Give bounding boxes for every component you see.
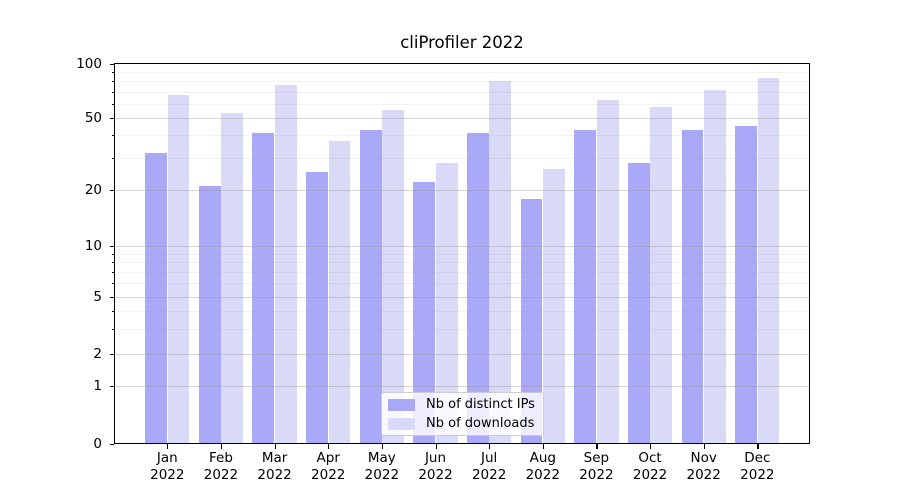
bar-distinct-ips-jan [145,152,167,443]
bar-distinct-ips-may [359,129,382,443]
bar-distinct-ips-aug [520,198,543,443]
y-tick-label: 20 [84,182,102,198]
bar-downloads-aug [543,169,565,443]
legend-label-downloads: Nb of downloads [426,416,535,431]
bar-distinct-ips-feb [198,186,221,443]
x-tick-label-oct: Oct 2022 [632,450,668,483]
y-minor-tick [111,310,114,312]
y-major-tick [109,444,114,446]
chart-title: cliProfiler 2022 [400,33,524,52]
x-tick-jan [167,444,169,449]
bar-downloads-dec [757,78,780,443]
y-minor-tick [111,81,114,83]
y-tick-label: 2 [93,346,102,362]
x-tick-label-jul: Jul 2022 [471,450,507,483]
x-tick-label-aug: Aug 2022 [525,450,560,483]
bar-distinct-ips-sep [574,129,597,443]
y-minor-tick [111,328,114,330]
y-major-tick [109,190,114,192]
x-tick-aug [542,444,544,449]
x-tick-feb [220,444,223,449]
y-minor-tick [111,262,114,264]
y-tick-label: 50 [84,109,102,126]
y-minor-tick [111,157,114,160]
bar-distinct-ips-nov [681,129,704,443]
x-tick-apr [328,444,330,449]
bar-distinct-ips-dec [735,125,758,443]
y-major-tick [109,386,114,388]
y-tick-label: 10 [84,238,102,254]
bar-distinct-ips-mar [252,133,275,443]
x-tick-label-feb: Feb 2022 [203,450,239,483]
y-major-tick [109,296,114,298]
legend-swatch-downloads [388,417,415,430]
bar-downloads-mar [274,85,297,443]
y-minor-tick [111,135,114,137]
bar-downloads-jun [435,163,458,443]
x-tick-nov [703,444,705,449]
minor-gridline [115,72,809,74]
y-major-tick [109,64,114,66]
y-minor-tick [111,283,114,285]
legend-item-downloads: Nb of downloads [382,416,543,431]
bar-downloads-feb [221,113,244,443]
legend-item-distinct-ips: Nb of distinct IPs [382,397,543,412]
y-minor-tick [111,272,114,274]
y-tick-label: 100 [76,56,102,72]
x-tick-label-mar: Mar 2022 [257,450,292,483]
x-tick-label-dec: Dec 2022 [740,450,775,483]
y-minor-tick [111,103,114,105]
x-tick-jul [489,444,491,449]
x-tick-jun [435,444,437,449]
x-tick-label-sep: Sep 2022 [579,450,614,483]
legend: Nb of distinct IPs Nb of downloads [381,392,544,436]
x-tick-label-jan: Jan 2022 [150,450,185,483]
x-tick-label-apr: Apr 2022 [311,450,346,483]
y-major-tick [109,117,114,119]
bar-distinct-ips-oct [627,163,650,443]
x-tick-label-may: May 2022 [364,450,400,483]
x-tick-label-jun: Jun 2022 [418,450,453,483]
plot-inner [115,64,809,443]
legend-label-distinct-ips: Nb of distinct IPs [426,397,535,412]
bar-downloads-sep [596,99,619,443]
x-tick-may [381,444,384,449]
x-tick-sep [596,444,598,449]
y-tick-label: 1 [93,378,102,394]
y-minor-tick [111,91,114,93]
y-major-tick [109,354,114,356]
bar-distinct-ips-apr [306,172,328,443]
x-tick-label-nov: Nov 2022 [686,450,721,483]
y-minor-tick [111,253,114,255]
x-tick-oct [650,444,652,449]
bar-downloads-oct [650,107,673,443]
bar-downloads-nov [704,90,726,443]
bar-distinct-ips-jun [413,182,436,443]
bar-downloads-may [382,110,404,443]
minor-gridline [115,81,809,83]
x-tick-mar [274,444,276,449]
plot-area [114,63,810,444]
bar-downloads-jul [489,81,512,443]
bar-distinct-ips-jul [467,133,489,443]
x-tick-dec [757,444,759,449]
bar-downloads-jan [167,94,190,443]
y-major-tick [109,246,114,248]
y-tick-label: 0 [93,436,102,452]
legend-swatch-distinct-ips [388,398,415,411]
y-tick-label: 5 [93,288,102,305]
y-minor-tick [111,72,114,74]
bar-downloads-apr [328,141,351,443]
